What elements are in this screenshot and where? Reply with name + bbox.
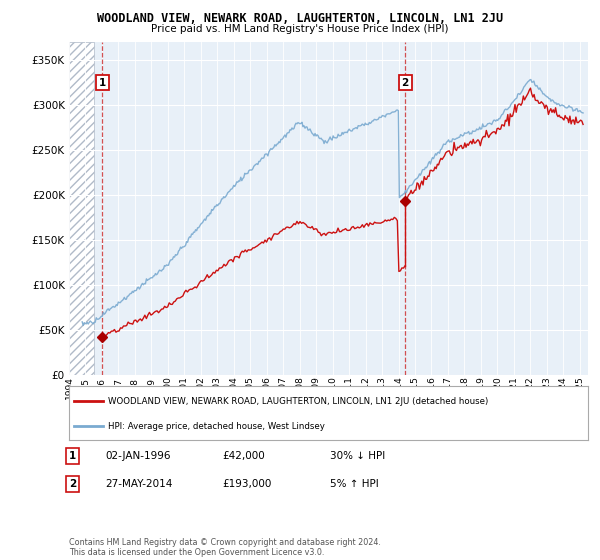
- Text: WOODLAND VIEW, NEWARK ROAD, LAUGHTERTON, LINCOLN, LN1 2JU: WOODLAND VIEW, NEWARK ROAD, LAUGHTERTON,…: [97, 12, 503, 25]
- Text: £193,000: £193,000: [222, 479, 271, 489]
- Text: Price paid vs. HM Land Registry's House Price Index (HPI): Price paid vs. HM Land Registry's House …: [151, 24, 449, 34]
- Text: WOODLAND VIEW, NEWARK ROAD, LAUGHTERTON, LINCOLN, LN1 2JU (detached house): WOODLAND VIEW, NEWARK ROAD, LAUGHTERTON,…: [108, 397, 488, 406]
- Text: 1: 1: [69, 451, 76, 461]
- Text: 1: 1: [98, 77, 106, 87]
- Text: 2: 2: [401, 77, 409, 87]
- Text: £42,000: £42,000: [222, 451, 265, 461]
- Text: 5% ↑ HPI: 5% ↑ HPI: [330, 479, 379, 489]
- Text: 2: 2: [69, 479, 76, 489]
- Bar: [69, 42, 94, 375]
- Text: 02-JAN-1996: 02-JAN-1996: [105, 451, 170, 461]
- Text: HPI: Average price, detached house, West Lindsey: HPI: Average price, detached house, West…: [108, 422, 325, 431]
- Text: 30% ↓ HPI: 30% ↓ HPI: [330, 451, 385, 461]
- Text: 27-MAY-2014: 27-MAY-2014: [105, 479, 172, 489]
- Text: Contains HM Land Registry data © Crown copyright and database right 2024.
This d: Contains HM Land Registry data © Crown c…: [69, 538, 381, 557]
